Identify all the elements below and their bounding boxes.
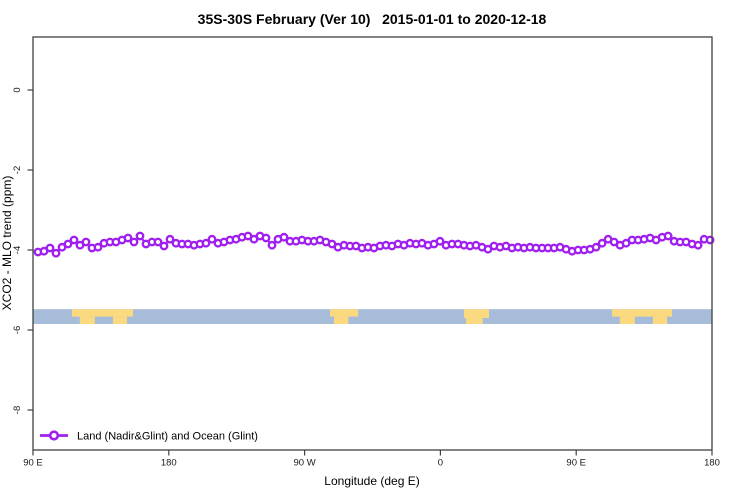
data-point	[279, 232, 289, 242]
x-tick-label: 90 E	[566, 458, 586, 469]
land-patch-south-africa-north	[463, 309, 489, 319]
data-point	[69, 235, 79, 245]
data-series	[33, 231, 715, 258]
land-patch-australia2-se	[653, 316, 668, 324]
x-axis-ticks: 90 E 180 90 W 0 90 E 180	[23, 450, 720, 469]
data-point	[153, 237, 163, 247]
land-patch-australia2-sw	[619, 316, 635, 324]
data-point	[159, 241, 169, 251]
y-tick-label: -4	[12, 246, 23, 254]
x-tick-label: 90 W	[294, 458, 316, 469]
data-point	[201, 238, 211, 248]
x-axis-label: Longitude (deg E)	[324, 474, 419, 488]
data-point	[165, 234, 175, 244]
y-tick-label: -2	[12, 166, 23, 174]
land-patch-australia2-north	[611, 309, 673, 317]
y-tick-label: 0	[12, 87, 23, 92]
legend-marker-icon	[48, 430, 60, 441]
data-point	[93, 242, 103, 252]
x-tick-label: 180	[161, 458, 177, 469]
land-patch-australia-sw	[79, 316, 95, 324]
data-point	[267, 240, 277, 250]
data-point	[693, 240, 703, 250]
data-point	[261, 233, 271, 243]
land-ocean-strip	[33, 309, 712, 324]
data-point	[207, 234, 217, 244]
land-patch-south-america-south	[334, 316, 349, 324]
data-point	[81, 237, 91, 247]
data-point	[51, 248, 61, 258]
y-tick-label: -6	[12, 326, 23, 334]
legend-label: Land (Nadir&Glint) and Ocean (Glint)	[77, 431, 258, 443]
data-point	[63, 239, 73, 249]
land-patch-south-america-north	[329, 309, 359, 317]
x-tick-label: 0	[438, 458, 443, 469]
land-patch-australia-north	[71, 309, 134, 317]
legend: Land (Nadir&Glint) and Ocean (Glint)	[40, 430, 258, 443]
y-tick-label: -8	[12, 406, 23, 414]
x-tick-label: 90 E	[23, 458, 43, 469]
data-point	[45, 243, 55, 253]
data-point	[597, 238, 607, 248]
data-point	[591, 242, 601, 252]
data-point	[663, 231, 673, 241]
ocean-strip	[33, 309, 712, 324]
data-point	[123, 233, 133, 243]
y-axis-label: XCO2 - MLO trend (ppm)	[0, 176, 14, 311]
chart-title: 35S-30S February (Ver 10) 2015-01-01 to …	[198, 11, 547, 27]
y-axis-ticks: 0 -2 -4 -6 -8	[12, 87, 33, 414]
data-point	[135, 231, 145, 241]
plot-frame	[32, 36, 713, 451]
data-point	[129, 237, 139, 247]
land-patch-australia-se	[112, 316, 128, 324]
land-patch-south-africa-south	[466, 318, 483, 324]
x-tick-label: 180	[704, 458, 720, 469]
data-point	[435, 236, 445, 246]
